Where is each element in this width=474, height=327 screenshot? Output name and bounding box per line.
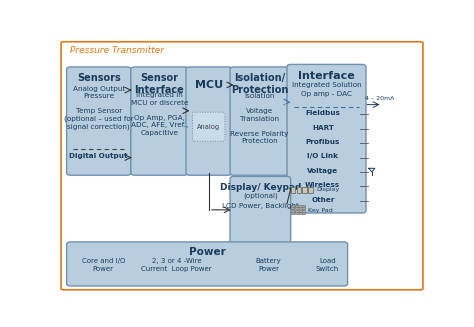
Text: Fieldbus: Fieldbus	[305, 110, 340, 116]
Text: Isolation

Voltage
Translation

Reverse Polarity
Protection: Isolation Voltage Translation Reverse Po…	[230, 94, 289, 145]
Text: Key Pad: Key Pad	[308, 208, 333, 213]
Bar	[291, 186, 295, 193]
Text: Core and I/O
Power: Core and I/O Power	[82, 258, 125, 272]
Bar	[302, 212, 305, 214]
Bar	[297, 186, 301, 193]
Text: Voltage: Voltage	[307, 168, 338, 174]
FancyBboxPatch shape	[66, 67, 131, 175]
Text: Isolation/
Protection: Isolation/ Protection	[231, 73, 288, 95]
Bar	[292, 210, 294, 212]
Text: Profibus: Profibus	[306, 139, 340, 145]
Bar	[292, 205, 294, 207]
FancyBboxPatch shape	[186, 67, 232, 175]
Text: MCU: MCU	[195, 79, 223, 90]
Bar	[299, 210, 301, 212]
Bar	[295, 210, 298, 212]
Text: Battery
Power: Battery Power	[256, 258, 282, 272]
FancyBboxPatch shape	[66, 242, 347, 286]
FancyBboxPatch shape	[61, 42, 423, 290]
Bar	[308, 186, 313, 193]
Text: LCD Power, Backlight: LCD Power, Backlight	[222, 203, 299, 209]
Bar	[302, 207, 305, 209]
Bar	[299, 207, 301, 209]
Bar	[295, 205, 298, 207]
FancyBboxPatch shape	[131, 67, 188, 175]
Text: Analog: Analog	[197, 124, 220, 130]
Bar	[295, 212, 298, 214]
Text: Load
Switch: Load Switch	[316, 258, 339, 272]
Text: Power: Power	[189, 247, 226, 257]
Bar	[302, 205, 305, 207]
Text: (optional): (optional)	[243, 193, 278, 199]
Text: Temp Sensor
(optional – used for
signal correction): Temp Sensor (optional – used for signal …	[64, 109, 134, 130]
Text: HART: HART	[312, 125, 334, 130]
FancyBboxPatch shape	[287, 64, 366, 213]
Bar	[295, 207, 298, 209]
Text: 4 – 20mA: 4 – 20mA	[365, 96, 394, 101]
Text: Other: Other	[311, 197, 335, 202]
Bar	[302, 186, 307, 193]
Bar	[292, 212, 294, 214]
Text: Display/ Keypad: Display/ Keypad	[219, 183, 301, 192]
Text: 2, 3 or 4 -Wire
Current  Loop Power: 2, 3 or 4 -Wire Current Loop Power	[142, 258, 212, 272]
Text: Sensors: Sensors	[77, 73, 120, 83]
Text: Interface: Interface	[298, 71, 355, 81]
Bar	[299, 205, 301, 207]
Text: I/O Link: I/O Link	[307, 153, 338, 159]
FancyBboxPatch shape	[230, 177, 291, 243]
Text: Pressure Transmitter: Pressure Transmitter	[70, 46, 164, 55]
Text: Display: Display	[316, 187, 339, 192]
Text: Integrated in
MCU or discrete

Op Amp, PGA,
ADC, AFE, Vref.,
Capacitive: Integrated in MCU or discrete Op Amp, PG…	[131, 92, 188, 136]
FancyBboxPatch shape	[192, 112, 225, 141]
Bar	[302, 210, 305, 212]
Text: Op amp - DAC: Op amp - DAC	[301, 91, 352, 97]
Bar	[299, 212, 301, 214]
Text: Digital Output: Digital Output	[70, 153, 128, 159]
Bar	[292, 207, 294, 209]
FancyBboxPatch shape	[230, 67, 289, 175]
Text: Sensor
Interface: Sensor Interface	[135, 73, 184, 95]
Text: Integrated Solution: Integrated Solution	[292, 82, 361, 88]
Text: Analog Output
Pressure: Analog Output Pressure	[73, 86, 125, 99]
Text: Wireless: Wireless	[305, 182, 340, 188]
